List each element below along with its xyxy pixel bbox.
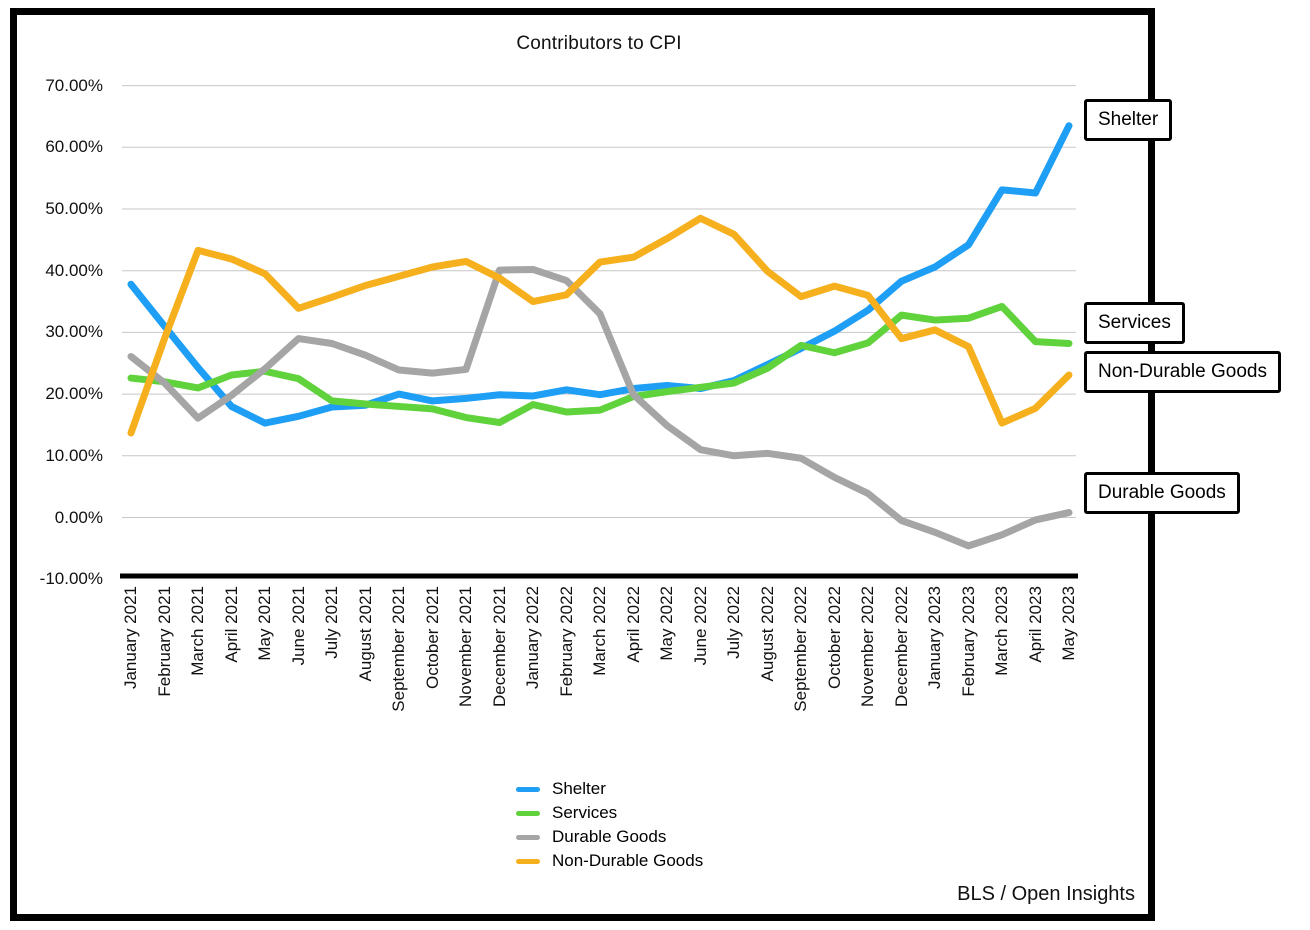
x-tick-label: July 2021: [322, 586, 341, 659]
legend-item: Services: [516, 801, 703, 825]
callout-services: Services: [1084, 302, 1185, 344]
series-line-non-durable-goods: [127, 214, 1073, 437]
y-tick-label: 20.00%: [45, 384, 103, 404]
x-tick-label: February 2023: [958, 586, 978, 697]
legend-swatch-icon: [516, 834, 540, 840]
x-tick-label: October 2022: [824, 586, 844, 690]
x-tick-label: April 2022: [623, 586, 643, 663]
y-tick-label: 70.00%: [45, 75, 103, 95]
x-tick-label: June 2021: [288, 586, 308, 666]
x-tick-label: May 2021: [255, 586, 274, 661]
y-tick-label: 40.00%: [45, 260, 103, 280]
x-tick-label: April 2021: [221, 586, 241, 663]
plot-area: [120, 85, 1078, 579]
attribution-text: BLS / Open Insights: [957, 883, 1135, 905]
x-tick-label: March 2021: [188, 586, 207, 676]
x-tick-label: December 2021: [489, 586, 509, 707]
legend-label: Shelter: [552, 779, 606, 798]
legend: Shelter Services Durable Goods Non-Durable …: [516, 777, 703, 873]
x-tick-label: October 2021: [422, 586, 442, 690]
legend-label: Durable Goods: [552, 827, 667, 846]
legend-swatch-icon: [516, 810, 540, 816]
x-tick-label: April 2023: [1025, 586, 1045, 663]
legend-swatch-icon: [516, 858, 540, 864]
y-tick-label: 30.00%: [45, 322, 103, 342]
x-tick-label: December 2022: [891, 586, 911, 707]
legend-item: Durable Goods: [516, 825, 703, 849]
x-tick-label: September 2022: [791, 586, 810, 712]
x-tick-label: January 2021: [121, 586, 140, 690]
x-tick-label: June 2022: [690, 586, 710, 666]
y-tick-label: 50.00%: [45, 199, 103, 218]
x-tick-label: August 2021: [355, 586, 375, 682]
legend-item: Shelter: [516, 777, 703, 801]
x-tick-label: November 2021: [456, 586, 475, 707]
x-tick-label: February 2021: [154, 586, 174, 697]
series-line-services: [127, 302, 1073, 426]
x-tick-label: March 2022: [590, 586, 609, 676]
x-tick-label: August 2022: [757, 586, 777, 682]
x-tick-label: March 2023: [992, 586, 1011, 676]
legend-item: Non-Durable Goods: [516, 849, 703, 873]
legend-label: Services: [552, 803, 618, 822]
y-tick-label: 60.00%: [45, 137, 103, 157]
y-tick-label: -10.00%: [39, 569, 103, 589]
legend-swatch-icon: [516, 786, 540, 792]
x-tick-label: February 2022: [556, 586, 576, 697]
callout-shelter: Shelter: [1084, 99, 1173, 141]
series-line-durable-goods: [127, 265, 1073, 550]
series-line-shelter: [127, 122, 1073, 427]
x-tick-label: May 2023: [1059, 586, 1078, 661]
chart-frame: [10, 8, 1155, 921]
chart-title: Contributors to CPI: [516, 33, 682, 54]
x-tick-label: May 2022: [657, 586, 676, 661]
x-tick-label: January 2022: [523, 586, 542, 690]
y-tick-label: 10.00%: [45, 445, 103, 465]
callout-durable-goods: Durable Goods: [1084, 472, 1240, 514]
callout-non-durable-goods: Non-Durable Goods: [1084, 351, 1281, 393]
x-tick-label: September 2021: [389, 586, 408, 712]
y-tick-label: 0.00%: [54, 507, 103, 527]
legend-label: Non-Durable Goods: [552, 851, 704, 870]
x-tick-label: January 2023: [925, 586, 944, 690]
x-tick-label: November 2022: [858, 586, 877, 707]
x-tick-label: July 2022: [724, 586, 743, 659]
